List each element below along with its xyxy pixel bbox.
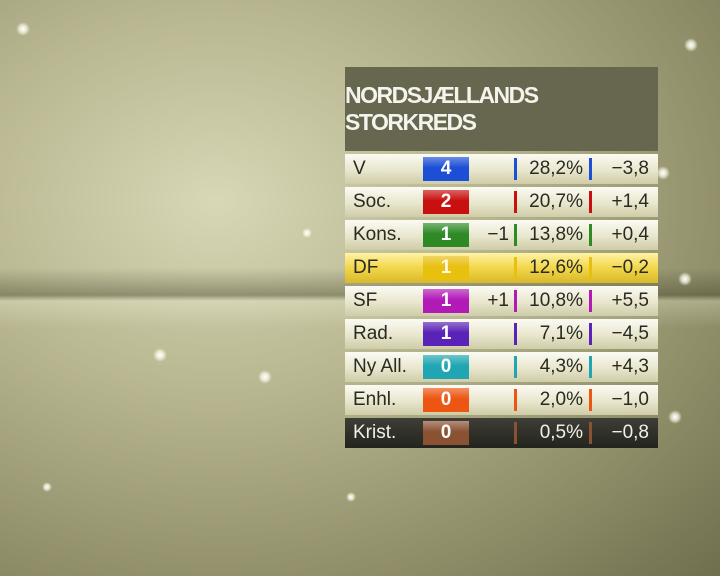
vote-percent: 28,2% (529, 158, 583, 179)
panel-title: NORDSJÆLLANDS STORKREDS (345, 67, 658, 151)
sparkle (656, 166, 670, 180)
sparkle (302, 228, 312, 238)
result-row: DF 1 12,6% −0,2 (345, 253, 658, 283)
seat-change: +1 (487, 290, 509, 311)
seat-change (469, 352, 509, 382)
percent-change: +5,5 (611, 290, 649, 311)
color-bar (514, 389, 517, 411)
seat-count: 1 (423, 256, 469, 280)
vote-percent: 10,8% (529, 290, 583, 311)
color-bar (589, 356, 592, 378)
sparkle (258, 370, 272, 384)
seat-count: 0 (423, 355, 469, 379)
vote-percent: 20,7% (529, 191, 583, 212)
vote-percent: 12,6% (529, 257, 583, 278)
percent-change: +0,4 (611, 224, 649, 245)
vote-percent: 4,3% (539, 356, 583, 377)
percent-change: −1,0 (611, 389, 649, 410)
color-bar (514, 290, 517, 312)
seat-count: 1 (423, 322, 469, 346)
result-row: Rad. 1 7,1% −4,5 (345, 319, 658, 349)
seat-change: −1 (487, 224, 509, 245)
color-bar (514, 158, 517, 180)
result-row: Enhl. 0 2,0% −1,0 (345, 385, 658, 415)
color-bar (589, 158, 592, 180)
party-name: Kons. (353, 224, 402, 245)
result-row: Ny All. 0 4,3% +4,3 (345, 352, 658, 382)
color-bar (589, 224, 592, 246)
sparkle (668, 410, 682, 424)
seat-change (469, 154, 509, 184)
percent-change: −4,5 (611, 323, 649, 344)
party-name: V (353, 158, 366, 179)
vote-percent: 0,5% (539, 422, 583, 443)
result-row: Krist. 0 0,5% −0,8 (345, 418, 658, 448)
color-bar (589, 389, 592, 411)
color-bar (589, 191, 592, 213)
party-name: DF (353, 257, 379, 278)
percent-change: −0,2 (611, 257, 649, 278)
seat-change (469, 253, 509, 283)
color-bar (514, 422, 517, 444)
percent-change: −0,8 (611, 422, 649, 443)
vote-percent: 13,8% (529, 224, 583, 245)
sparkle (678, 272, 692, 286)
sparkle (153, 348, 167, 362)
vote-percent: 2,0% (539, 389, 583, 410)
seat-change (469, 187, 509, 217)
color-bar (589, 422, 592, 444)
sparkle (16, 22, 30, 36)
seat-count: 0 (423, 388, 469, 412)
color-bar (589, 290, 592, 312)
seat-change (469, 418, 509, 448)
result-row: Soc. 2 20,7% +1,4 (345, 187, 658, 217)
result-row: Kons. 1 −1 13,8% +0,4 (345, 220, 658, 250)
seat-count: 0 (423, 421, 469, 445)
seat-count: 4 (423, 157, 469, 181)
party-name: Ny All. (353, 356, 407, 377)
color-bar (589, 323, 592, 345)
result-row: SF 1 +1 10,8% +5,5 (345, 286, 658, 316)
party-name: Rad. (353, 323, 394, 344)
result-row: V 4 28,2% −3,8 (345, 154, 658, 184)
percent-change: −3,8 (611, 158, 649, 179)
seat-change (469, 385, 509, 415)
results-table: V 4 28,2% −3,8 Soc. 2 20,7% +1,4 Kons. 1 −1 13,8% +0… (345, 154, 658, 448)
vote-percent: 7,1% (539, 323, 583, 344)
party-name: Soc. (353, 191, 392, 212)
percent-change: +1,4 (611, 191, 649, 212)
party-name: Krist. (353, 422, 397, 443)
color-bar (514, 356, 517, 378)
seat-count: 1 (423, 223, 469, 247)
color-bar (589, 257, 592, 279)
percent-change: +4,3 (611, 356, 649, 377)
color-bar (514, 191, 517, 213)
sparkle (684, 38, 698, 52)
sparkle (42, 482, 52, 492)
sparkle (346, 492, 356, 502)
color-bar (514, 323, 517, 345)
seat-count: 1 (423, 289, 469, 313)
party-name: Enhl. (353, 389, 397, 410)
seat-change (469, 319, 509, 349)
color-bar (514, 224, 517, 246)
party-name: SF (353, 290, 378, 311)
color-bar (514, 257, 517, 279)
seat-count: 2 (423, 190, 469, 214)
results-panel: NORDSJÆLLANDS STORKREDS V 4 28,2% −3,8 Soc. 2… (345, 67, 658, 451)
